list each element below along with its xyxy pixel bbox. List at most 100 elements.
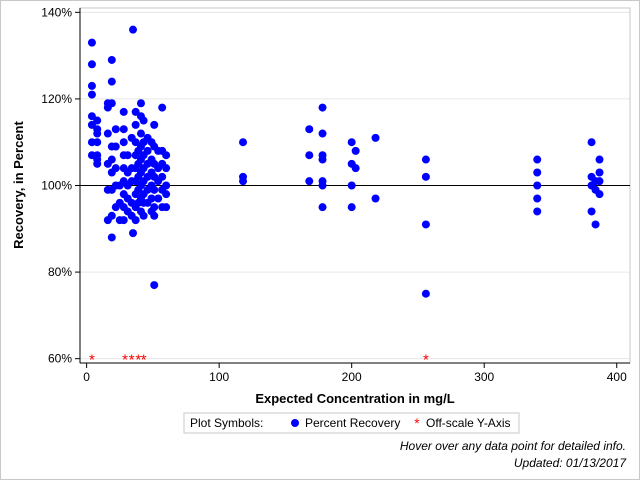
point-percent-recovery[interactable]: [139, 116, 148, 125]
point-percent-recovery[interactable]: [162, 203, 171, 212]
point-percent-recovery[interactable]: [371, 194, 380, 203]
point-percent-recovery[interactable]: [305, 177, 314, 186]
point-percent-recovery[interactable]: [150, 120, 159, 129]
point-percent-recovery[interactable]: [533, 155, 542, 164]
point-percent-recovery[interactable]: [154, 194, 163, 203]
point-offscale[interactable]: *: [122, 352, 128, 369]
point-percent-recovery[interactable]: [318, 181, 327, 190]
data-points: * * * * * *: [87, 25, 604, 369]
point-percent-recovery[interactable]: [87, 60, 96, 69]
point-percent-recovery[interactable]: [533, 194, 542, 203]
point-percent-recovery[interactable]: [150, 203, 159, 212]
point-percent-recovery[interactable]: [139, 211, 148, 220]
point-percent-recovery[interactable]: [595, 190, 604, 199]
point-percent-recovery[interactable]: [147, 194, 156, 203]
point-percent-recovery[interactable]: [87, 81, 96, 90]
legend-marker-offscale: *: [414, 415, 420, 431]
point-percent-recovery[interactable]: [87, 38, 96, 47]
point-percent-recovery[interactable]: [162, 164, 171, 173]
point-percent-recovery[interactable]: [318, 129, 327, 138]
point-percent-recovery[interactable]: [111, 164, 120, 173]
point-percent-recovery[interactable]: [595, 168, 604, 177]
point-percent-recovery[interactable]: [107, 77, 116, 86]
point-percent-recovery[interactable]: [119, 138, 128, 147]
point-percent-recovery[interactable]: [87, 120, 96, 129]
point-offscale[interactable]: *: [89, 352, 95, 369]
point-percent-recovery[interactable]: [107, 233, 116, 242]
point-percent-recovery[interactable]: [119, 216, 128, 225]
point-percent-recovery[interactable]: [136, 129, 145, 138]
point-percent-recovery[interactable]: [131, 107, 140, 116]
point-percent-recovery[interactable]: [318, 103, 327, 112]
point-percent-recovery[interactable]: [119, 107, 128, 116]
point-percent-recovery[interactable]: [131, 216, 140, 225]
point-percent-recovery[interactable]: [129, 229, 138, 238]
point-percent-recovery[interactable]: [347, 138, 356, 147]
point-percent-recovery[interactable]: [131, 138, 140, 147]
point-percent-recovery[interactable]: [347, 203, 356, 212]
point-percent-recovery[interactable]: [591, 220, 600, 229]
point-percent-recovery[interactable]: [129, 25, 138, 34]
point-offscale[interactable]: *: [423, 352, 429, 369]
point-percent-recovery[interactable]: [421, 220, 430, 229]
point-percent-recovery[interactable]: [347, 181, 356, 190]
point-percent-recovery[interactable]: [111, 125, 120, 134]
grid-lines: [80, 11, 630, 360]
point-percent-recovery[interactable]: [93, 138, 102, 147]
point-percent-recovery[interactable]: [158, 103, 167, 112]
legend-marker-percent-recovery: [291, 419, 299, 427]
point-percent-recovery[interactable]: [587, 138, 596, 147]
point-percent-recovery[interactable]: [111, 142, 120, 151]
legend: Plot Symbols: Percent Recovery * Off-sca…: [183, 412, 520, 434]
point-percent-recovery[interactable]: [107, 55, 116, 64]
point-percent-recovery[interactable]: [318, 155, 327, 164]
x-tick-label: 300: [474, 370, 494, 384]
point-percent-recovery[interactable]: [150, 281, 159, 290]
point-percent-recovery[interactable]: [93, 159, 102, 168]
point-percent-recovery[interactable]: [595, 155, 604, 164]
point-percent-recovery[interactable]: [421, 172, 430, 181]
point-percent-recovery[interactable]: [351, 164, 360, 173]
point-percent-recovery[interactable]: [421, 155, 430, 164]
point-percent-recovery[interactable]: [533, 168, 542, 177]
point-percent-recovery[interactable]: [87, 90, 96, 99]
point-offscale[interactable]: *: [135, 352, 141, 369]
point-percent-recovery[interactable]: [162, 181, 171, 190]
updated-date: Updated: 01/13/2017: [513, 456, 626, 470]
point-percent-recovery[interactable]: [150, 185, 159, 194]
point-percent-recovery[interactable]: [239, 177, 248, 186]
point-percent-recovery[interactable]: [93, 116, 102, 125]
point-percent-recovery[interactable]: [595, 177, 604, 186]
point-percent-recovery[interactable]: [107, 99, 116, 108]
point-percent-recovery[interactable]: [239, 138, 248, 147]
point-percent-recovery[interactable]: [131, 120, 140, 129]
point-percent-recovery[interactable]: [107, 211, 116, 220]
point-percent-recovery[interactable]: [421, 289, 430, 298]
point-percent-recovery[interactable]: [143, 146, 152, 155]
point-percent-recovery[interactable]: [305, 125, 314, 134]
point-percent-recovery[interactable]: [162, 190, 171, 199]
point-percent-recovery[interactable]: [123, 151, 132, 160]
point-offscale[interactable]: *: [129, 352, 135, 369]
point-percent-recovery[interactable]: [119, 125, 128, 134]
point-percent-recovery[interactable]: [533, 207, 542, 216]
point-percent-recovery[interactable]: [158, 172, 167, 181]
point-percent-recovery[interactable]: [136, 99, 145, 108]
point-percent-recovery[interactable]: [587, 207, 596, 216]
point-percent-recovery[interactable]: [305, 151, 314, 160]
point-percent-recovery[interactable]: [107, 155, 116, 164]
point-percent-recovery[interactable]: [318, 203, 327, 212]
point-percent-recovery[interactable]: [93, 129, 102, 138]
legend-label-offscale: Off-scale Y-Axis: [426, 416, 510, 430]
point-percent-recovery[interactable]: [371, 133, 380, 142]
point-percent-recovery[interactable]: [103, 129, 112, 138]
hover-note: Hover over any data point for detailed i…: [399, 439, 626, 453]
point-percent-recovery[interactable]: [87, 112, 96, 121]
point-percent-recovery[interactable]: [351, 146, 360, 155]
point-percent-recovery[interactable]: [150, 211, 159, 220]
point-percent-recovery[interactable]: [162, 151, 171, 160]
point-offscale[interactable]: *: [141, 352, 147, 369]
point-percent-recovery[interactable]: [533, 181, 542, 190]
legend-title: Plot Symbols:: [190, 416, 263, 430]
